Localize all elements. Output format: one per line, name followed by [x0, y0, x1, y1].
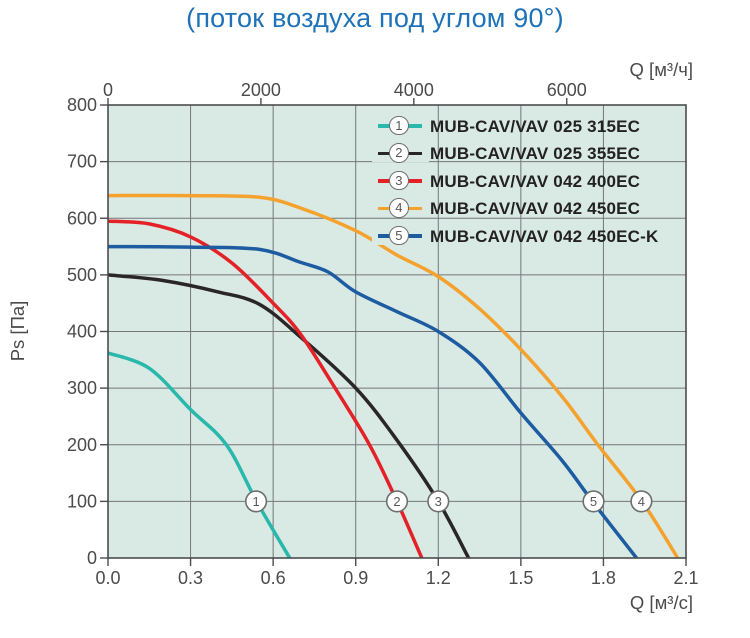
- curve-marker-1: 1: [244, 490, 268, 513]
- curve-marker-circle: [630, 490, 653, 513]
- legend-number-badge: 5: [389, 225, 409, 246]
- curves: [108, 193, 680, 558]
- x-bottom-tick-label: 1.8: [591, 568, 616, 588]
- curve-marker-number: 1: [252, 494, 259, 509]
- curve-marker-3: 3: [427, 490, 450, 513]
- tick-marks: [100, 98, 687, 566]
- x-bottom-tick-label: 0.3: [178, 568, 203, 588]
- y-tick-label: 0: [87, 548, 97, 568]
- curve-marker-4: 4: [630, 490, 653, 513]
- legend-item-2: 2 MUB-CAV/VAV 025 355EC: [372, 143, 692, 164]
- x-bottom-tick-label: 0.0: [95, 568, 120, 588]
- y-tick-label: 700: [67, 152, 97, 172]
- curve-marker-circle: [385, 490, 409, 513]
- legend-number-badge: 2: [389, 143, 409, 163]
- curve-marker-circle: [427, 490, 450, 513]
- legend-series-name: MUB-CAV/VAV 025 355EC: [430, 144, 641, 163]
- curve-marker-number: 5: [590, 494, 597, 509]
- curve-marker-circle: [582, 490, 605, 513]
- x-top-tick-label: 2000: [241, 80, 281, 100]
- y-tick-label: 500: [67, 265, 97, 285]
- legend-item-4: 4 MUB-CAV/VAV 042 450EC: [372, 198, 692, 219]
- curve-3-mub-cav-vav-042-400ec: [108, 219, 424, 558]
- legend-number-badge: 1: [389, 115, 409, 136]
- legend-item-5: 5 MUB-CAV/VAV 042 450EC-K: [372, 225, 692, 247]
- x-bottom-tick-label: 1.5: [508, 568, 533, 588]
- curve-4-mub-cav-vav-042-450ec: [108, 193, 680, 558]
- x-top-tick-label: 6000: [547, 80, 587, 100]
- y-tick-label: 100: [67, 491, 97, 511]
- curve-marker-2: 2: [385, 490, 409, 513]
- x-top-tick-label: 4000: [394, 80, 434, 100]
- y-tick-label: 200: [67, 435, 97, 455]
- legend-series-name: MUB-CAV/VAV 042 400EC: [430, 171, 641, 191]
- y-tick-label: 800: [67, 95, 97, 115]
- y-tick-label: 300: [67, 378, 97, 398]
- curve-marker-circle: [244, 490, 268, 513]
- curve-marker-number: 2: [393, 494, 400, 509]
- legend-number-badge: 4: [389, 198, 409, 218]
- legend-series-name: MUB-CAV/VAV 042 450EC: [430, 199, 641, 218]
- legend-series-name: MUB-CAV/VAV 042 450EC-K: [430, 226, 659, 246]
- y-tick-label: 600: [67, 208, 97, 228]
- x-bottom-tick-label: 1.2: [426, 568, 451, 588]
- x-top-axis-label: Q [м³/ч]: [630, 59, 693, 80]
- curve-5-mub-cav-vav-042-450ec-k: [108, 244, 639, 558]
- x-bottom-tick-label: 0.9: [343, 568, 368, 588]
- y-axis-label: Ps [Па]: [7, 301, 28, 362]
- legend: 1 MUB-CAV/VAV 025 315EC 2 MUB-CAV/VAV 025 3…: [372, 115, 692, 254]
- curve-marker-number: 4: [638, 494, 645, 509]
- x-bottom-axis-label: Q [м³/с]: [630, 592, 693, 613]
- legend-item-3: 3 MUB-CAV/VAV 042 400EC: [372, 170, 692, 192]
- x-top-tick-label: 0: [103, 80, 113, 100]
- legend-series-name: MUB-CAV/VAV 025 315EC: [430, 116, 641, 136]
- x-bottom-tick-label: 2.1: [673, 568, 698, 588]
- curve-markers: 1 2 3 5 4: [244, 490, 653, 513]
- curve-marker-number: 3: [435, 494, 442, 509]
- legend-item-1: 1 MUB-CAV/VAV 025 315EC: [372, 115, 692, 137]
- y-tick-label: 400: [67, 322, 97, 342]
- x-bottom-tick-label: 0.6: [261, 568, 286, 588]
- chart-title: (поток воздуха под углом 90°): [186, 3, 564, 33]
- curve-marker-5: 5: [582, 490, 605, 513]
- legend-number-badge: 3: [389, 170, 409, 191]
